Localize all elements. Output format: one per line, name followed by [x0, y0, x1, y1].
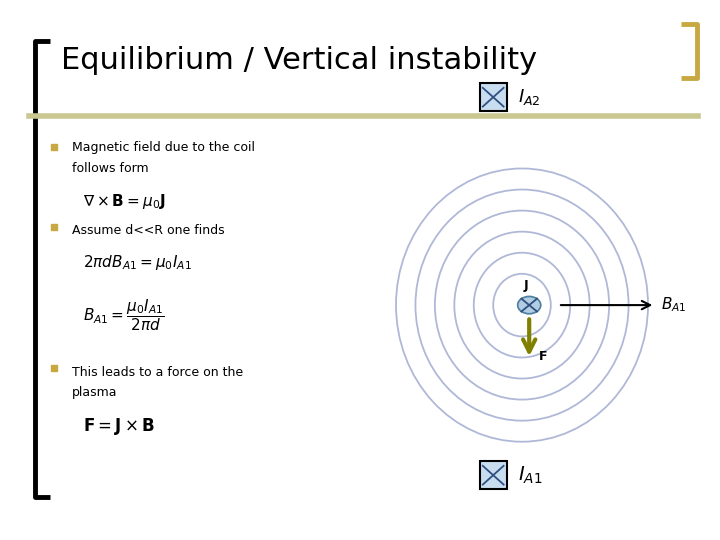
Bar [480, 83, 507, 111]
Text: This leads to a force on the: This leads to a force on the [72, 366, 243, 379]
Text: Assume d<<R one finds: Assume d<<R one finds [72, 224, 225, 237]
Text: $B_{A1} = \dfrac{\mu_0 I_{A1}}{2\pi d}$: $B_{A1} = \dfrac{\mu_0 I_{A1}}{2\pi d}$ [83, 297, 164, 333]
Text: $I_{A2}$: $I_{A2}$ [518, 87, 540, 107]
Text: $\nabla \times \mathbf{B} = \mu_0\mathbf{J}$: $\nabla \times \mathbf{B} = \mu_0\mathbf… [83, 192, 166, 211]
Text: F: F [539, 350, 547, 363]
Circle shape [518, 296, 541, 314]
Text: follows form: follows form [72, 162, 148, 175]
Text: $2\pi d B_{A1} = \mu_0 I_{A1}$: $2\pi d B_{A1} = \mu_0 I_{A1}$ [83, 253, 192, 272]
Text: Magnetic field due to the coil: Magnetic field due to the coil [72, 141, 255, 154]
Text: $B_{A1}$: $B_{A1}$ [661, 296, 686, 314]
Text: plasma: plasma [72, 386, 117, 399]
Text: Equilibrium / Vertical instability: Equilibrium / Vertical instability [61, 46, 537, 75]
Text: $\mathbf{F} = \mathbf{J} \times \mathbf{B}$: $\mathbf{F} = \mathbf{J} \times \mathbf{… [83, 416, 155, 437]
Text: $I_{A1}$: $I_{A1}$ [518, 464, 542, 486]
Text: J: J [523, 279, 528, 292]
Bar [480, 461, 507, 489]
